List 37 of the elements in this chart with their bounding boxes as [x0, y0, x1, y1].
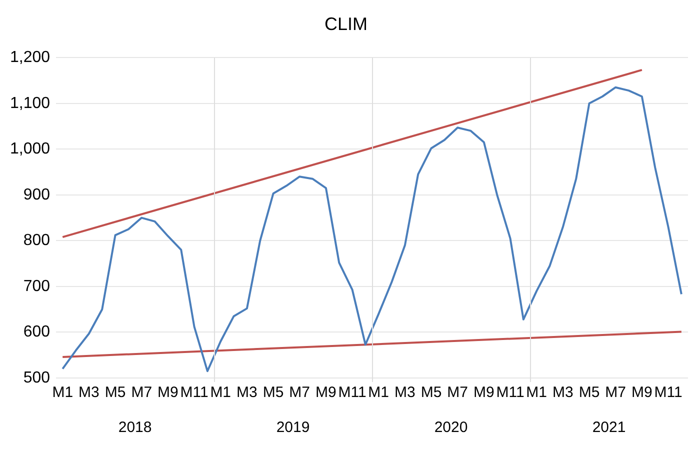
- text: 2019: [276, 419, 310, 436]
- chart-title: CLIM: [324, 14, 368, 34]
- x-tick-label: M5: [104, 384, 126, 402]
- x-tick-label: M1: [368, 384, 390, 402]
- x-tick-label: M5: [420, 384, 442, 402]
- x-tick-label: M9: [632, 384, 652, 402]
- x-tick-label: M3: [552, 384, 574, 402]
- y-tick-label: 1,000: [10, 140, 50, 158]
- x-tick-label: M7: [447, 384, 468, 402]
- y-tick-label: 900: [23, 186, 50, 204]
- x-tick-label: M5: [578, 384, 600, 402]
- x-tick-label: M9: [474, 384, 494, 402]
- text: 2018: [118, 419, 152, 436]
- x-tick-label: M3: [394, 384, 416, 402]
- x-tick-label: M5: [262, 384, 284, 402]
- y-tick-label: 1,200: [10, 49, 50, 66]
- y-tick-label: 600: [23, 324, 50, 341]
- x-tick-label: M7: [289, 384, 310, 402]
- y-tick-label: 1,100: [10, 94, 50, 112]
- x-tick-label: M11: [180, 384, 208, 402]
- x-tick-label: M1: [210, 384, 232, 402]
- x-tick-label: M7: [131, 384, 152, 402]
- y-tick-label: 700: [23, 278, 50, 295]
- text: 2021: [592, 419, 626, 436]
- x-tick-label: M1: [52, 384, 74, 402]
- x-tick-label: M9: [158, 384, 178, 402]
- x-tick-label: M9: [316, 384, 336, 402]
- x-tick-label: M11: [654, 384, 682, 402]
- y-tick-label: 500: [23, 369, 50, 386]
- x-tick-label: M7: [605, 384, 626, 402]
- x-tick-label: M1: [526, 384, 548, 402]
- text: 2020: [434, 419, 468, 436]
- x-tick-label: M3: [236, 384, 258, 402]
- y-tick-label: 800: [23, 232, 50, 250]
- x-tick-label: M3: [78, 384, 100, 402]
- x-tick-label: M11: [496, 384, 524, 402]
- x-tick-label: M11: [338, 384, 366, 402]
